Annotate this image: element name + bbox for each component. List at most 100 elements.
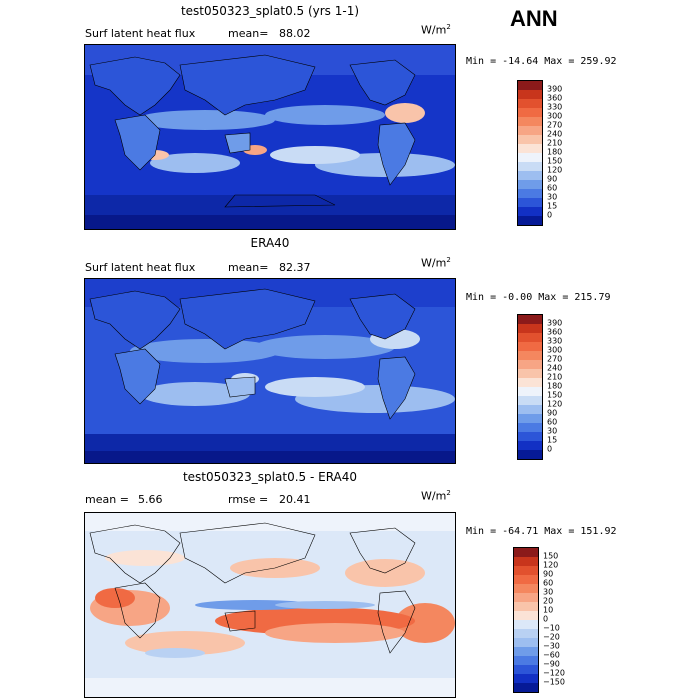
colorbar-segment: [518, 405, 542, 414]
colorbar-tick-label: 150: [547, 156, 563, 166]
colorbar-tick-label: 390: [547, 84, 563, 94]
panel-3-colorbar: [513, 547, 539, 693]
colorbar-tick-label: 60: [547, 417, 558, 427]
panel-3-minmax: Min = -64.71 Max = 151.92: [466, 526, 617, 537]
panel-3-units: W/m2: [421, 489, 451, 503]
panel-2-field-label: Surf latent heat flux: [85, 261, 196, 274]
colorbar-tick-label: 300: [547, 345, 563, 355]
colorbar-tick-label: 90: [543, 569, 554, 579]
panel-1-colorbar-labels: 390 360 330 300 270 240 210 180 150 120 90 60 30 15 0: [547, 80, 577, 224]
colorbar-segment: [518, 441, 542, 450]
colorbar-segment: [514, 593, 538, 602]
colorbar-segment: [514, 584, 538, 593]
panel-3-rmse-label: rmse =: [228, 493, 269, 506]
colorbar-tick-label: 0: [543, 614, 549, 624]
colorbar-segment: [518, 387, 542, 396]
colorbar-tick-label: −60: [543, 650, 560, 660]
colorbar-segment: [518, 189, 542, 198]
panel-3-rmse-value: 20.41: [279, 493, 311, 506]
panel-1-minmax: Min = -14.64 Max = 259.92: [466, 56, 617, 67]
colorbar-tick-label: 20: [543, 596, 554, 606]
colorbar-segment: [518, 126, 542, 135]
colorbar-segment: [514, 665, 538, 674]
panel-3-mean-label: mean =: [85, 493, 129, 506]
colorbar-segment: [518, 99, 542, 108]
colorbar-tick-label: 240: [547, 129, 563, 139]
colorbar-tick-label: 150: [543, 551, 559, 561]
colorbar-segment: [514, 566, 538, 575]
panel-1-mean-label: mean=: [228, 27, 269, 40]
colorbar-tick-label: 0: [547, 444, 553, 454]
colorbar-tick-label: 30: [547, 426, 558, 436]
colorbar-segment: [514, 602, 538, 611]
colorbar-tick-label: 90: [547, 408, 558, 418]
colorbar-tick-label: 180: [547, 147, 563, 157]
colorbar-tick-label: 120: [547, 165, 563, 175]
colorbar-tick-label: 15: [547, 201, 558, 211]
panel-2-minmax: Min = -0.00 Max = 215.79: [466, 292, 611, 303]
panel-1-map: [84, 44, 456, 230]
colorbar-segment: [514, 548, 538, 557]
colorbar-segment: [514, 647, 538, 656]
colorbar-tick-label: −90: [543, 659, 560, 669]
colorbar-tick-label: 180: [547, 381, 563, 391]
colorbar-tick-label: 330: [547, 102, 563, 112]
colorbar-segment: [514, 620, 538, 629]
colorbar-tick-label: 30: [547, 192, 558, 202]
colorbar-segment: [518, 369, 542, 378]
colorbar-tick-label: 210: [547, 138, 563, 148]
colorbar-segment: [518, 207, 542, 216]
panel-2-mean-value: 82.37: [279, 261, 311, 274]
colorbar-segment: [518, 360, 542, 369]
panel-3-title: test050323_splat0.5 - ERA40: [182, 470, 358, 484]
panel-2-colorbar: [517, 314, 543, 460]
colorbar-segment: [514, 656, 538, 665]
panel-2-mean-label: mean=: [228, 261, 269, 274]
colorbar-segment: [518, 351, 542, 360]
colorbar-tick-label: 390: [547, 318, 563, 328]
colorbar-tick-label: 300: [547, 111, 563, 121]
colorbar-tick-label: 10: [543, 605, 554, 615]
colorbar-segment: [514, 683, 538, 692]
panel-2-colorbar-labels: 390 360 330 300 270 240 210 180 150 120 90 60 30 15 0: [547, 314, 577, 458]
colorbar-segment: [518, 108, 542, 117]
colorbar-segment: [518, 432, 542, 441]
colorbar-segment: [518, 333, 542, 342]
panel-1-title: test050323_splat0.5 (yrs 1-1): [180, 4, 360, 18]
colorbar-tick-label: 240: [547, 363, 563, 373]
colorbar-tick-label: −150: [543, 677, 565, 687]
colorbar-segment: [518, 81, 542, 90]
colorbar-tick-label: 360: [547, 93, 563, 103]
colorbar-segment: [514, 638, 538, 647]
panel-1-mean-value: 88.02: [279, 27, 311, 40]
colorbar-segment: [518, 117, 542, 126]
colorbar-segment: [518, 423, 542, 432]
colorbar-segment: [518, 180, 542, 189]
colorbar-segment: [518, 450, 542, 459]
colorbar-segment: [518, 216, 542, 225]
colorbar-segment: [518, 171, 542, 180]
colorbar-segment: [518, 90, 542, 99]
colorbar-segment: [514, 575, 538, 584]
panel-1-map-svg: [85, 45, 455, 229]
panel-3-colorbar-labels: 150 120 90 60 30 20 10 0 −10 −20 −30 −60 −90 −120 −150: [543, 547, 573, 691]
colorbar-segment: [518, 153, 542, 162]
panel-1-field-label: Surf latent heat flux: [85, 27, 196, 40]
colorbar-segment: [518, 342, 542, 351]
colorbar-segment: [514, 629, 538, 638]
colorbar-tick-label: 0: [547, 210, 553, 220]
panel-3-map: [84, 512, 456, 698]
panel-2-map-svg: [85, 279, 455, 463]
colorbar-tick-label: 330: [547, 336, 563, 346]
colorbar-tick-label: −10: [543, 623, 560, 633]
colorbar-segment: [518, 162, 542, 171]
colorbar-tick-label: 120: [547, 399, 563, 409]
colorbar-segment: [518, 315, 542, 324]
colorbar-tick-label: 360: [547, 327, 563, 337]
panel-1-units: W/m2: [421, 23, 451, 37]
colorbar-tick-label: 210: [547, 372, 563, 382]
colorbar-tick-label: 150: [547, 390, 563, 400]
colorbar-segment: [518, 324, 542, 333]
colorbar-segment: [518, 198, 542, 207]
panel-3-mean-value: 5.66: [138, 493, 163, 506]
